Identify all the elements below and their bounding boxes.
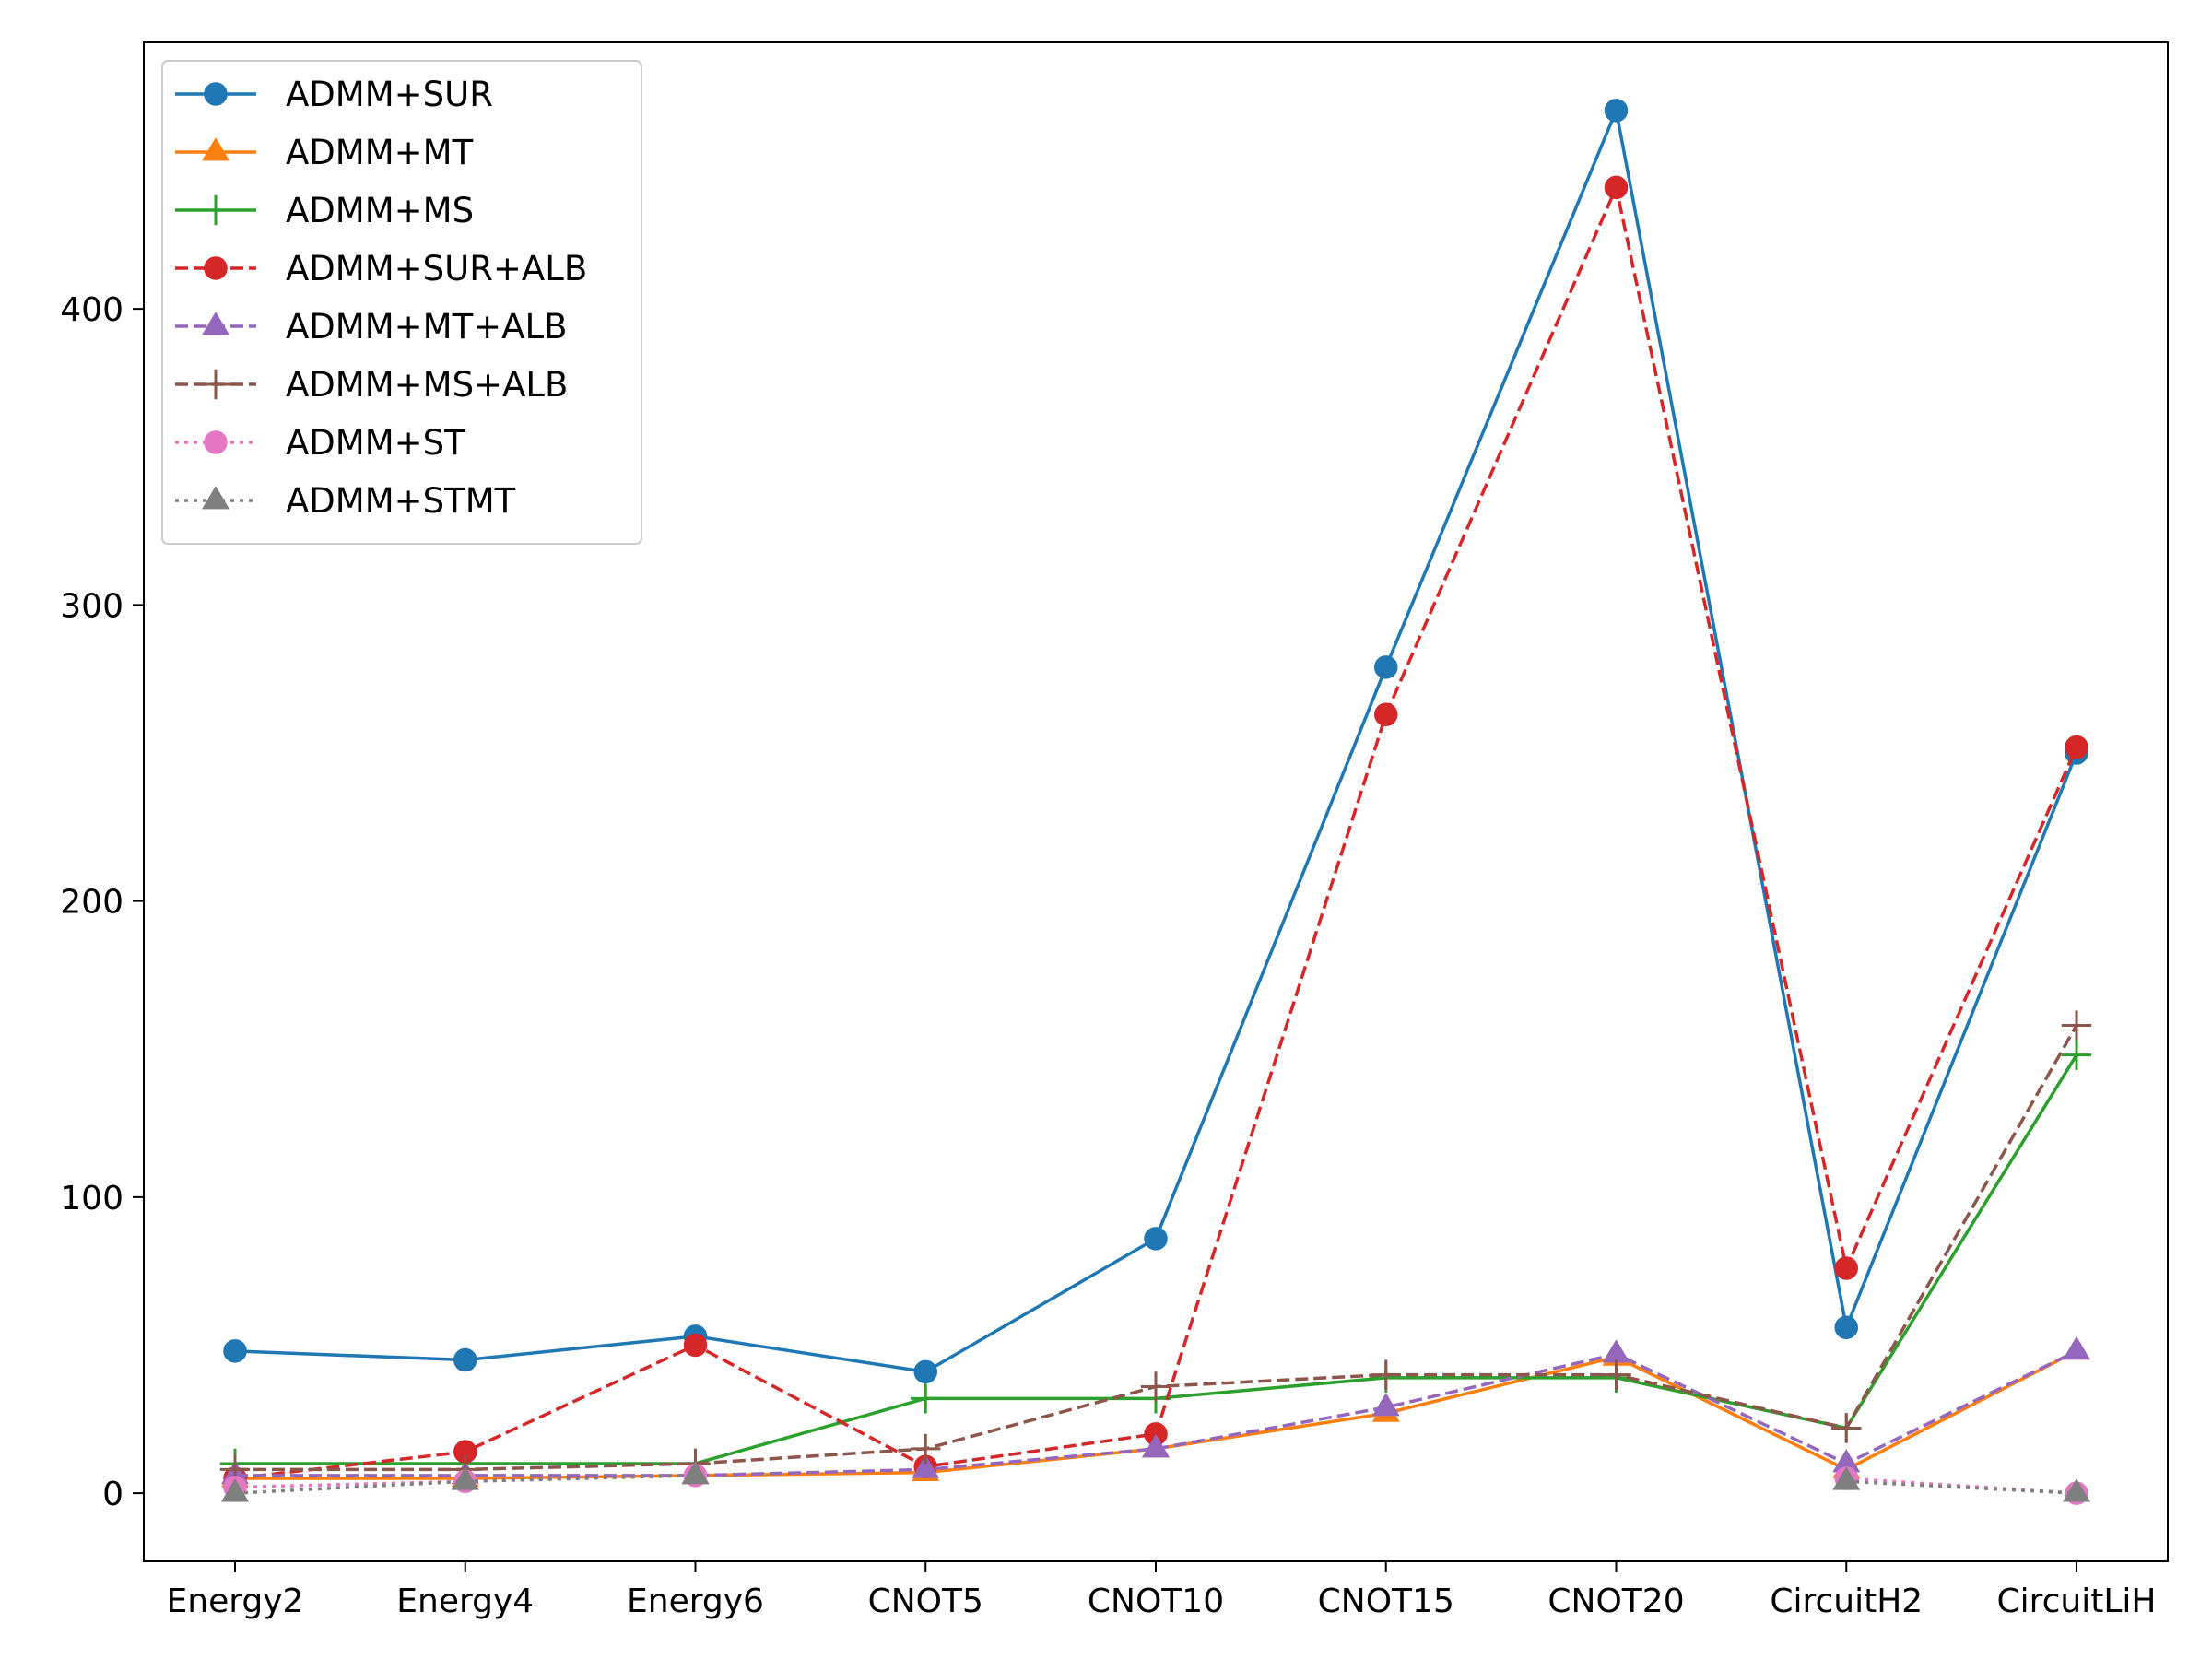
x-tick-label: CNOT15: [1318, 1583, 1454, 1620]
data-point: [1604, 175, 1629, 200]
legend-entry: ADMM+MS+ALB: [175, 365, 568, 405]
legend-entry: ADMM+STMT: [175, 481, 516, 521]
legend-label: ADMM+MT+ALB: [286, 307, 568, 347]
data-point: [681, 1460, 710, 1485]
data-point: [1834, 1315, 1858, 1339]
data-point: [2061, 1010, 2092, 1041]
legend-marker: [202, 137, 229, 161]
legend-label: ADMM+STMT: [286, 481, 516, 521]
legend-marker: [204, 256, 228, 280]
y-tick-label: 300: [60, 587, 124, 625]
legend-label: ADMM+MS+ALB: [286, 365, 568, 405]
legend-label: ADMM+MS: [286, 191, 474, 230]
data-point: [1142, 1434, 1170, 1458]
data-point: [451, 1466, 479, 1490]
legend-label: ADMM+SUR: [286, 75, 493, 114]
data-point: [911, 1433, 941, 1465]
legend-marker: [200, 194, 231, 226]
data-point: [223, 1339, 247, 1363]
legend-entry: ADMM+ST: [175, 423, 465, 463]
data-point: [1144, 1227, 1168, 1251]
series-line: [234, 1474, 696, 1489]
x-tick-label: CircuitLiH: [1996, 1583, 2156, 1620]
legend-label: ADMM+MT: [286, 133, 474, 172]
x-tick-label: CircuitH2: [1770, 1583, 1923, 1620]
legend-marker: [204, 82, 228, 106]
data-point: [1834, 1256, 1858, 1280]
data-point: [911, 1383, 941, 1414]
legend-label: ADMM+ST: [286, 423, 465, 463]
legend-marker: [204, 430, 228, 454]
legend-box: [161, 60, 642, 545]
data-point: [1374, 655, 1398, 679]
y-tick-label: 100: [60, 1180, 124, 1218]
legend-entry: ADMM+SUR+ALB: [175, 249, 587, 288]
data-point: [1832, 1466, 1861, 1490]
legend-label: ADMM+SUR+ALB: [286, 249, 587, 288]
series-line: [1846, 1477, 2077, 1495]
legend-marker: [202, 312, 229, 335]
data-point: [2063, 1478, 2090, 1502]
legend-marker: [200, 369, 231, 400]
legend-entry: ADMM+SUR: [175, 75, 493, 114]
x-tick-label: Energy2: [167, 1583, 304, 1620]
series-ADMM+MS+ALB: [219, 1010, 2092, 1485]
data-point: [913, 1359, 937, 1384]
series-ADMM+STMT: [221, 1460, 2090, 1502]
legend-entry: ADMM+MT: [175, 133, 474, 172]
data-point: [1604, 99, 1629, 123]
data-point: [2065, 735, 2088, 759]
x-tick-label: Energy4: [396, 1583, 534, 1620]
y-tick-label: 400: [60, 291, 124, 329]
data-point: [221, 1478, 249, 1502]
x-tick-label: CNOT10: [1088, 1583, 1224, 1620]
data-point: [1371, 1393, 1400, 1417]
data-point: [2063, 1336, 2090, 1360]
x-tick-label: CNOT20: [1547, 1583, 1684, 1620]
data-point: [683, 1333, 708, 1358]
data-point: [1601, 1359, 1631, 1390]
data-point: [453, 1347, 477, 1372]
legend-marker: [202, 486, 229, 510]
data-point: [1831, 1413, 1862, 1443]
data-point: [1371, 1359, 1401, 1390]
data-point: [1140, 1371, 1171, 1402]
x-tick-label: CNOT5: [868, 1583, 983, 1620]
data-point: [1374, 702, 1398, 726]
series-line: [1846, 1479, 2077, 1495]
legend-entry: ADMM+MS: [175, 191, 474, 230]
axes: 0 100 200 300 400 Energy2 Energy4 Energy6 CNOT5 C…: [60, 41, 2169, 1620]
y-tick-label: 0: [102, 1476, 124, 1513]
x-tick-label: Energy6: [627, 1583, 764, 1620]
data-point: [2061, 1040, 2092, 1070]
legend-entry: ADMM+MT+ALB: [175, 307, 568, 347]
legend: ADMM+SUR ADMM+MT ADMM+MS ADMM+SUR+ALB ADMM+M…: [161, 60, 642, 545]
plot-area: [219, 99, 2092, 1505]
data-point: [912, 1454, 940, 1478]
y-tick-label: 200: [60, 884, 124, 922]
